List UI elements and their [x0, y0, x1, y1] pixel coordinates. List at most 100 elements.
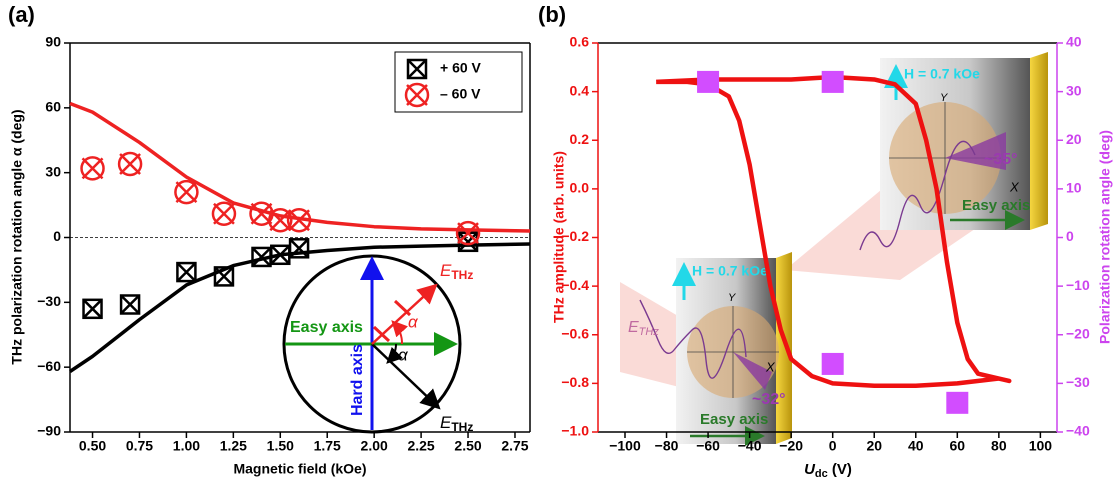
- x-tick-label: 60: [950, 438, 966, 454]
- y2-tick-label: −30: [1066, 374, 1090, 390]
- marker-square: [822, 353, 844, 375]
- y-tick-label: 60: [45, 99, 61, 115]
- panel-label: (b): [538, 2, 566, 27]
- x-title-subscript: dc: [815, 468, 828, 480]
- y-tick-label: −0.2: [561, 228, 589, 244]
- x-label: X: [1009, 179, 1020, 194]
- x-tick-label: 1.25: [220, 438, 247, 454]
- marker-cross: [83, 158, 103, 178]
- y2-tick-label: 20: [1066, 131, 1082, 147]
- angle-arc: [389, 344, 396, 361]
- marker-square: [697, 71, 719, 93]
- figure: (a) (b) Magnetic field (kOe) THz polariz…: [0, 0, 1119, 487]
- sample-inset: H = 0.7 kOe Y X ~32° Easy axis ETHz: [620, 252, 792, 444]
- data-point: [177, 263, 195, 281]
- x-tick-label: 1.75: [314, 438, 341, 454]
- angle-label: ~35°: [984, 151, 1018, 168]
- y-label: Y: [940, 92, 948, 104]
- x-tick-label: −100: [609, 438, 641, 454]
- y-axis-title: THz polarization rotation angle α (deg): [9, 109, 25, 364]
- x-axis-title: Magnetic field (kOe): [233, 461, 366, 477]
- y2-tick-label: −10: [1066, 277, 1090, 293]
- marker-cross: [176, 182, 196, 202]
- marker-cross: [84, 300, 102, 318]
- field-label: H = 0.7 kOe: [904, 66, 980, 82]
- angle-arc: [394, 323, 402, 344]
- easy-axis-label: Easy axis: [700, 411, 768, 428]
- y2-axis-title: Polarization rotation angle (deg): [1097, 130, 1113, 344]
- x-tick-label: −60: [696, 438, 720, 454]
- x-title-unit: (V): [828, 461, 852, 478]
- field-symbol: E: [440, 413, 452, 432]
- field-label: H = 0.7 kOe: [692, 263, 768, 279]
- field-label: ETHz: [440, 413, 473, 434]
- data-point: [213, 203, 235, 225]
- y-tick-label: −0.8: [561, 374, 589, 390]
- y-tick-label: −1.0: [561, 423, 589, 439]
- legend-label: + 60 V: [440, 60, 482, 76]
- x-tick-label: 2.00: [361, 438, 388, 454]
- hard-axis-label: Hard axis: [349, 344, 366, 416]
- y-tick-label: −30: [37, 293, 61, 309]
- data-point: [84, 300, 102, 318]
- y2-tick-label: −40: [1066, 423, 1090, 439]
- data-point: [121, 295, 139, 313]
- y-label: Y: [728, 292, 736, 304]
- data-point: [697, 71, 719, 93]
- y2-tick-label: 0: [1066, 228, 1074, 244]
- sample-side: [1030, 52, 1048, 230]
- data-point: [822, 353, 844, 375]
- x-tick-label: 0.75: [126, 438, 153, 454]
- y-tick-label: −0.4: [561, 277, 589, 293]
- alpha-label: α: [408, 312, 419, 331]
- x-tick-label: 100: [1029, 438, 1053, 454]
- x-tick-label: 40: [908, 438, 924, 454]
- data-point: [82, 157, 104, 179]
- y2-tick-label: 30: [1066, 82, 1082, 98]
- marker-cross: [121, 295, 139, 313]
- field-symbol: E: [440, 261, 452, 280]
- y-tick-label: 90: [45, 34, 61, 50]
- easy-axis-label: Easy axis: [290, 319, 363, 336]
- x-tick-label: −80: [655, 438, 679, 454]
- easy-axis-label: Easy axis: [962, 197, 1030, 214]
- inset-diagram: Easy axis Hard axis α α ETHz ETHz: [284, 256, 473, 434]
- y-tick-label: 0.2: [570, 131, 590, 147]
- data-point: [822, 71, 844, 93]
- x-tick-label: 2.50: [454, 438, 481, 454]
- x-tick-label: 2.75: [501, 438, 528, 454]
- data-point: [946, 392, 968, 414]
- y-tick-label: −60: [37, 358, 61, 374]
- field-label: ETHz: [440, 261, 473, 282]
- panel-label: (a): [8, 2, 35, 27]
- y2-tick-label: 40: [1066, 34, 1082, 50]
- y-tick-label: −90: [37, 423, 61, 439]
- field-subscript: THz: [451, 268, 473, 282]
- marker-cross: [214, 204, 234, 224]
- y-tick-label: 0.0: [570, 180, 590, 196]
- marker-cross: [120, 154, 140, 174]
- data-point: [175, 181, 197, 203]
- y-tick-label: 30: [45, 163, 61, 179]
- x-tick-label: 0: [829, 438, 837, 454]
- x-label: X: [765, 359, 776, 374]
- x-tick-label: 1.00: [173, 438, 200, 454]
- x-tick-label: 80: [991, 438, 1007, 454]
- x-tick-label: 1.50: [267, 438, 294, 454]
- y-tick-label: −0.6: [561, 325, 589, 341]
- legend-label: – 60 V: [440, 86, 481, 102]
- marker-square: [946, 392, 968, 414]
- y-tick-label: 0.4: [570, 82, 590, 98]
- page: (a) (b) Magnetic field (kOe) THz polariz…: [0, 0, 1119, 487]
- x-axis-title: Udc (V): [804, 461, 852, 480]
- y2-tick-label: −20: [1066, 325, 1090, 341]
- x-tick-label: 0.50: [79, 438, 106, 454]
- field-symbol: E: [628, 319, 639, 336]
- fit-curve: [70, 104, 530, 232]
- y-tick-label: 0.6: [570, 34, 590, 50]
- x-tick-label: −20: [779, 438, 803, 454]
- y-tick-label: 0: [53, 228, 61, 244]
- x-tick-label: 2.25: [407, 438, 434, 454]
- y2-tick-label: 10: [1066, 180, 1082, 196]
- x-tick-label: −40: [738, 438, 762, 454]
